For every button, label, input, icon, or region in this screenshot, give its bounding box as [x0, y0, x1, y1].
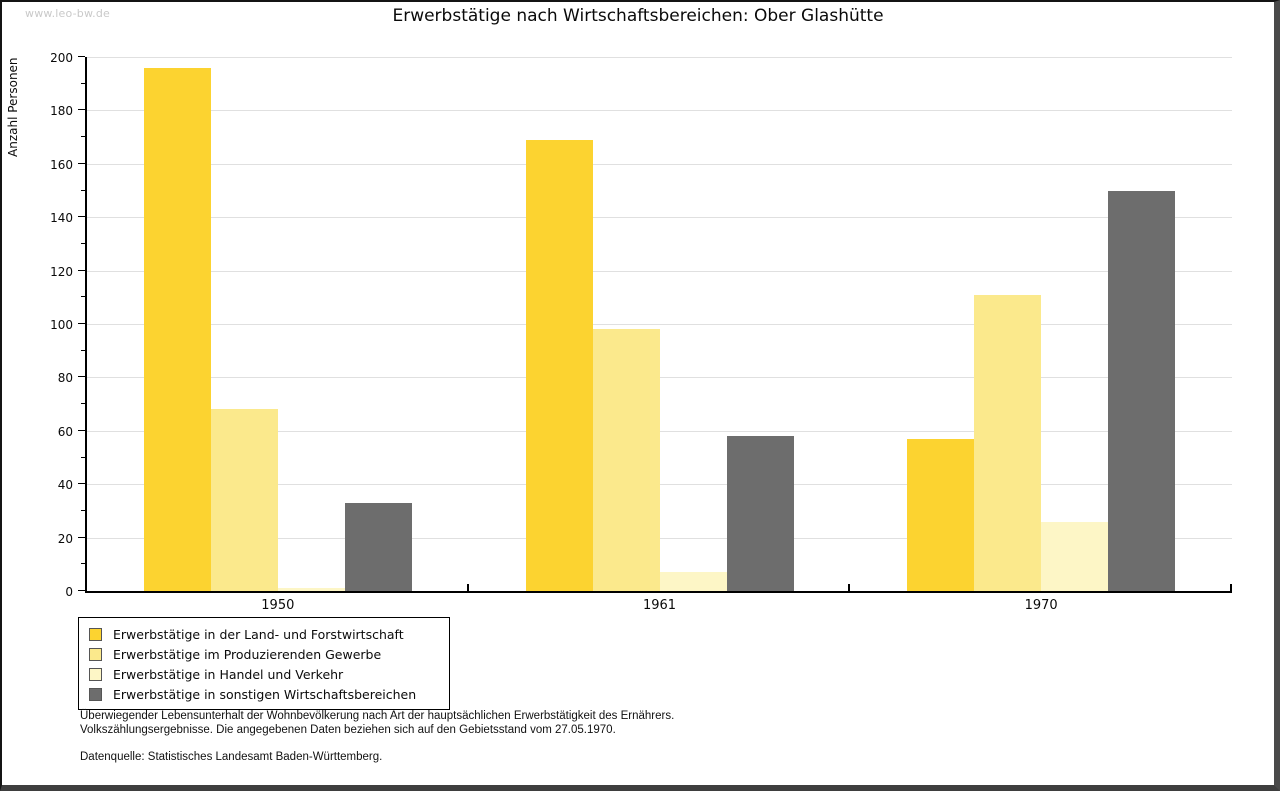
x-boundary-tick-1: [467, 584, 469, 591]
bar-1961-series3: [659, 572, 727, 591]
y-tick-160: [78, 162, 85, 164]
y-tick-20: [78, 536, 85, 538]
legend-label-2: Erwerbstätige im Produzierenden Gewerbe: [113, 646, 382, 662]
bar-1961-series4: [726, 436, 794, 591]
gridline-180: [87, 110, 1232, 112]
bar-1961-series2: [592, 329, 660, 591]
y-tick-label-0: 0: [65, 585, 73, 599]
legend-item-2: Erwerbstätige im Produzierenden Gewerbe: [89, 644, 443, 664]
gridline-60: [87, 430, 1232, 432]
y-tick-label-160: 160: [50, 157, 73, 172]
y-tick-label-20: 20: [57, 531, 73, 546]
gridline-120: [87, 270, 1232, 272]
bar-1950-series4: [344, 502, 412, 591]
footnote-line2: Volkszählungsergebnisse. Die angegebenen…: [80, 723, 616, 736]
y-tick-0: [78, 590, 85, 591]
y-minor-tick-130: [81, 242, 85, 244]
gridline-20: [87, 537, 1232, 539]
gridline-40: [87, 484, 1232, 486]
x-category-label-1950: 1950: [261, 598, 295, 613]
bar-1970-series2: [974, 294, 1042, 591]
y-minor-tick-70: [81, 403, 85, 405]
bar-1970-series1: [907, 438, 975, 591]
legend-item-4: Erwerbstätige in sonstigen Wirtschaftsbe…: [89, 684, 443, 704]
y-tick-label-80: 80: [57, 371, 73, 386]
y-tick-label-60: 60: [57, 424, 73, 439]
y-tick-100: [78, 323, 85, 324]
y-minor-tick-190: [81, 82, 85, 84]
bar-1950-series3: [277, 588, 345, 591]
y-minor-tick-150: [81, 189, 85, 191]
bar-1950-series1: [143, 67, 211, 591]
y-tick-60: [78, 429, 85, 431]
legend: Erwerbstätige in der Land- und Forstwirt…: [78, 617, 450, 710]
y-tick-120: [78, 269, 85, 271]
legend-swatch-2: [89, 647, 102, 661]
gridline-80: [87, 377, 1232, 379]
y-minor-tick-10: [81, 563, 85, 565]
y-tick-180: [78, 109, 85, 111]
bar-1970-series4: [1108, 190, 1176, 591]
x-boundary-tick-3: [1230, 584, 1232, 591]
gridline-200: [87, 57, 1232, 58]
x-boundary-tick-2: [848, 584, 850, 591]
y-tick-label-200: 200: [50, 51, 73, 65]
x-category-label-1961: 1961: [642, 598, 677, 613]
y-tick-140: [78, 216, 85, 218]
bar-1961-series1: [525, 139, 593, 591]
y-minor-tick-90: [81, 349, 85, 351]
legend-label-4: Erwerbstätige in sonstigen Wirtschaftsbe…: [113, 686, 417, 702]
legend-label-3: Erwerbstätige in Handel und Verkehr: [113, 666, 344, 682]
gridline-140: [87, 217, 1232, 219]
legend-item-1: Erwerbstätige in der Land- und Forstwirt…: [89, 624, 443, 644]
y-tick-40: [78, 483, 85, 485]
legend-label-1: Erwerbstätige in der Land- und Forstwirt…: [113, 626, 404, 642]
y-tick-label-100: 100: [50, 318, 73, 332]
y-tick-label-40: 40: [57, 478, 73, 493]
footnotes: Überwiegender Lebensunterhalt der Wohnbe…: [80, 710, 1180, 765]
y-tick-200: [78, 56, 85, 57]
y-minor-tick-50: [81, 456, 85, 458]
y-minor-tick-30: [81, 509, 85, 511]
plot-area: 0 20 40 60 80 100 120 140 160 180 200 1950 1961 1970: [50, 51, 1232, 613]
legend-swatch-3: [89, 667, 102, 681]
y-minor-tick-170: [81, 136, 85, 138]
chart-title: Erwerbstätige nach Wirtschaftsbereichen:…: [392, 6, 884, 26]
y-minor-tick-110: [81, 296, 85, 298]
gridline-160: [87, 163, 1232, 165]
gridline-100: [87, 324, 1232, 325]
y-tick-label-120: 120: [50, 264, 73, 279]
y-tick-label-180: 180: [50, 104, 73, 119]
footnote-source: Datenquelle: Statistisches Landesamt Bad…: [80, 751, 383, 763]
y-tick-80: [78, 376, 85, 378]
legend-item-3: Erwerbstätige in Handel und Verkehr: [89, 664, 443, 684]
footnote-line1: Überwiegender Lebensunterhalt der Wohnbe…: [80, 710, 675, 722]
x-category-label-1970: 1970: [1024, 598, 1058, 613]
legend-swatch-4: [89, 687, 102, 701]
y-axis-label: Anzahl Personen: [6, 57, 20, 157]
legend-swatch-1: [89, 627, 102, 641]
bar-1950-series2: [210, 409, 278, 591]
y-tick-label-140: 140: [50, 211, 73, 226]
bar-1970-series3: [1041, 521, 1109, 591]
watermark: www.leo-bw.de: [25, 7, 111, 20]
